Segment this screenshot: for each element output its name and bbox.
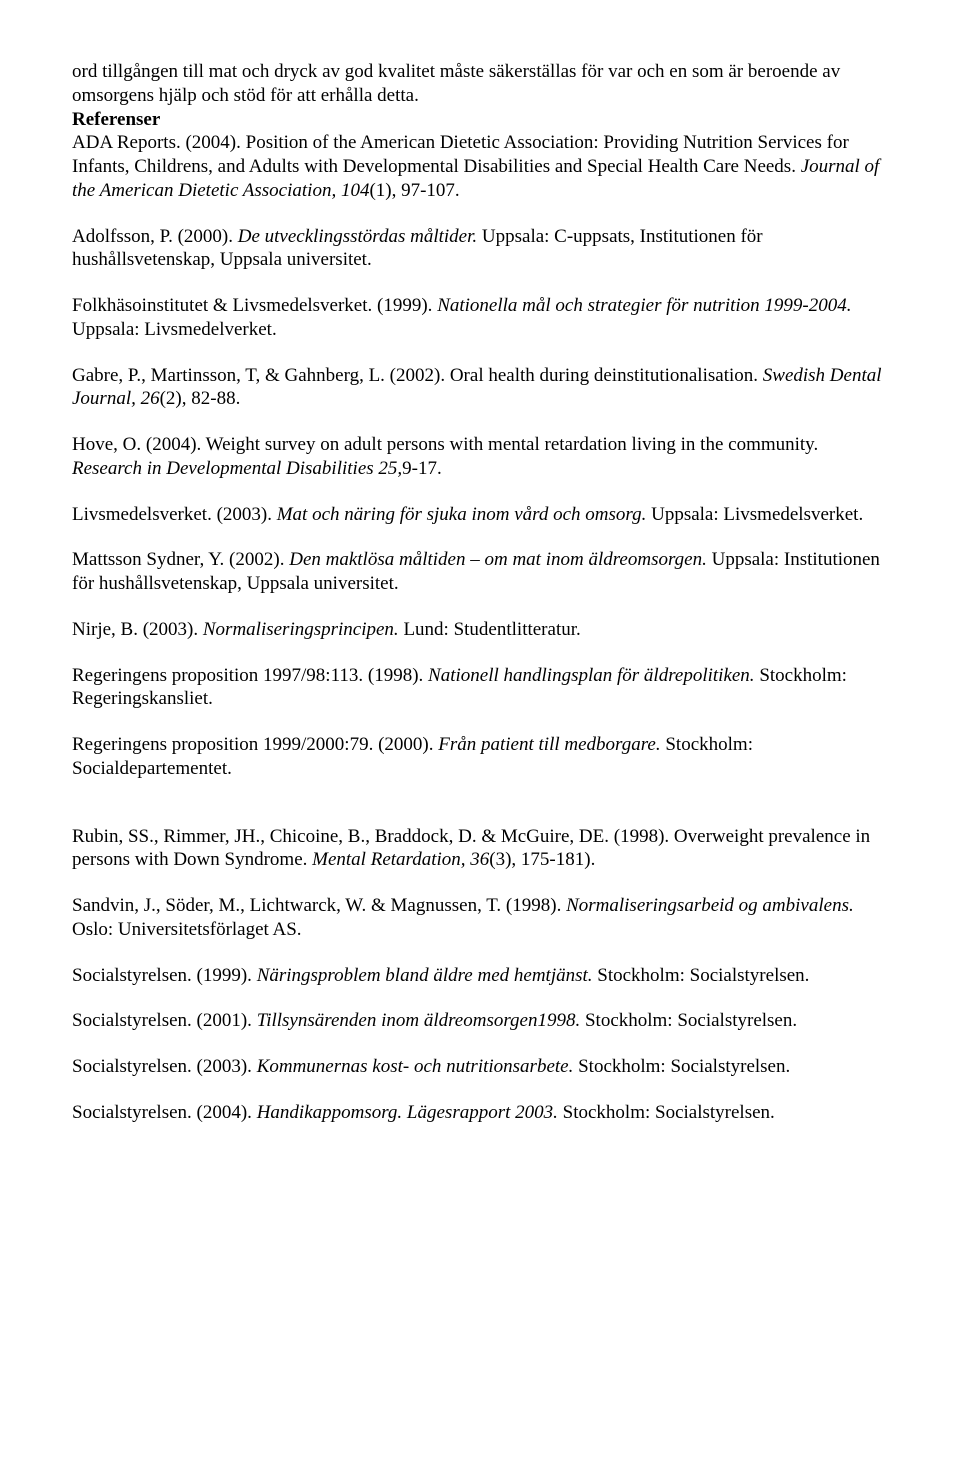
- reference-entry: Socialstyrelsen. (2004). Handikappomsorg…: [72, 1101, 888, 1125]
- reference-entry: Regeringens proposition 1999/2000:79. (2…: [72, 733, 888, 781]
- reference-italic: Nationell handlingsplan för äldrepolitik…: [428, 665, 759, 686]
- reference-tail: (3), 175-181).: [489, 849, 595, 870]
- reference-entry: Folkhäsoinstitutet & Livsmedelsverket. (…: [72, 294, 888, 342]
- reference-tail: Lund: Studentlitteratur.: [403, 619, 580, 640]
- reference-entry: Nirje, B. (2003). Normaliseringsprincipe…: [72, 618, 888, 642]
- reference-plain: Folkhäsoinstitutet & Livsmedelsverket. (…: [72, 295, 437, 316]
- reference-plain: Socialstyrelsen. (1999).: [72, 965, 257, 986]
- reference-plain: Sandvin, J., Söder, M., Lichtwarck, W. &…: [72, 895, 566, 916]
- reference-italic: Från patient till medborgare.: [438, 734, 665, 755]
- reference-plain: Livsmedelsverket. (2003).: [72, 504, 277, 525]
- reference-tail: Stockholm: Socialstyrelsen.: [563, 1102, 775, 1123]
- reference-entry: Livsmedelsverket. (2003). Mat och näring…: [72, 503, 888, 527]
- reference-entry: Hove, O. (2004). Weight survey on adult …: [72, 433, 888, 481]
- reference-tail: Stockholm: Socialstyrelsen.: [585, 1010, 797, 1031]
- reference-italic: Kommunernas kost- och nutritionsarbete.: [257, 1056, 578, 1077]
- reference-entry: Socialstyrelsen. (2003). Kommunernas kos…: [72, 1055, 888, 1079]
- reference-italic: Mat och näring för sjuka inom vård och o…: [277, 504, 651, 525]
- reference-plain: Adolfsson, P. (2000).: [72, 226, 238, 247]
- reference-tail: Oslo: Universitetsförlaget AS.: [72, 919, 302, 940]
- reference-tail: Stockholm: Socialstyrelsen.: [597, 965, 809, 986]
- reference-list: Adolfsson, P. (2000). De utvecklingsstör…: [72, 225, 888, 1125]
- reference-plain: Gabre, P., Martinsson, T, & Gahnberg, L.…: [72, 365, 763, 386]
- reference-entry: Rubin, SS., Rimmer, JH., Chicoine, B., B…: [72, 825, 888, 873]
- reference-tail: Uppsala: Livsmedelverket.: [72, 319, 277, 340]
- references-header: Referenser: [72, 109, 160, 130]
- reference-entry: Mattsson Sydner, Y. (2002). Den maktlösa…: [72, 548, 888, 596]
- reference-italic: Tillsynsärenden inom äldreomsorgen1998.: [257, 1010, 585, 1031]
- reference-entry: Socialstyrelsen. (2001). Tillsynsärenden…: [72, 1009, 888, 1033]
- reference-plain: Socialstyrelsen. (2004).: [72, 1102, 257, 1123]
- reference-plain: Hove, O. (2004). Weight survey on adult …: [72, 434, 818, 455]
- reference-tail: Uppsala: Livsmedelsverket.: [651, 504, 863, 525]
- reference-tail: Stockholm: Socialstyrelsen.: [578, 1056, 790, 1077]
- reference-entry: Gabre, P., Martinsson, T, & Gahnberg, L.…: [72, 364, 888, 412]
- reference-italic: Research in Developmental Disabilities 2…: [72, 458, 402, 479]
- reference-entry: Socialstyrelsen. (1999). Näringsproblem …: [72, 964, 888, 988]
- reference-italic: Nationella mål och strategier för nutrit…: [437, 295, 851, 316]
- intro-text: ord tillgången till mat och dryck av god…: [72, 61, 840, 106]
- reference-italic: Handikappomsorg. Lägesrapport 2003.: [257, 1102, 563, 1123]
- reference-plain: Socialstyrelsen. (2003).: [72, 1056, 257, 1077]
- reference-italic: Normaliseringsarbeid og ambivalens.: [566, 895, 854, 916]
- reference-italic: Normaliseringsprincipen.: [203, 619, 404, 640]
- intro-block: ord tillgången till mat och dryck av god…: [72, 60, 888, 203]
- reference-plain: Mattsson Sydner, Y. (2002).: [72, 549, 289, 570]
- reference-entry: Regeringens proposition 1997/98:113. (19…: [72, 664, 888, 712]
- ref-1a: ADA Reports. (2004). Position of the Ame…: [72, 132, 849, 177]
- reference-italic: Den maktlösa måltiden – om mat inom äldr…: [289, 549, 711, 570]
- reference-tail: 9-17.: [402, 458, 442, 479]
- reference-plain: Regeringens proposition 1999/2000:79. (2…: [72, 734, 438, 755]
- reference-plain: Nirje, B. (2003).: [72, 619, 203, 640]
- reference-italic: Mental Retardation, 36: [312, 849, 489, 870]
- reference-entry: Sandvin, J., Söder, M., Lichtwarck, W. &…: [72, 894, 888, 942]
- reference-italic: De utvecklingsstördas måltider.: [238, 226, 482, 247]
- reference-plain: Regeringens proposition 1997/98:113. (19…: [72, 665, 428, 686]
- reference-italic: Näringsproblem bland äldre med hemtjänst…: [257, 965, 598, 986]
- ref-1c: (1), 97-107.: [369, 180, 459, 201]
- reference-entry: Adolfsson, P. (2000). De utvecklingsstör…: [72, 225, 888, 273]
- reference-plain: Socialstyrelsen. (2001).: [72, 1010, 257, 1031]
- reference-tail: (2), 82-88.: [160, 388, 241, 409]
- gap: [72, 803, 888, 825]
